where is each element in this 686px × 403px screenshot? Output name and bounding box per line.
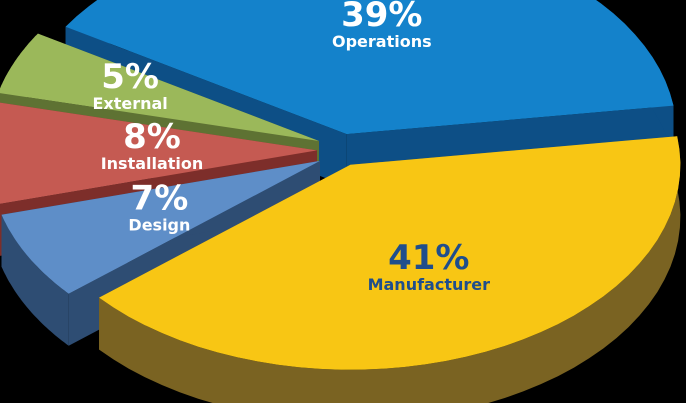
slice-top-face — [0, 33, 319, 142]
slice-percent-label: 5% — [101, 57, 159, 97]
slice-category-label: External — [92, 94, 167, 113]
pie-slice-manufacturer — [99, 136, 681, 403]
slice-category-label: Design — [128, 216, 190, 235]
slice-outer-wall — [1, 214, 69, 346]
slice-category-label: Operations — [332, 32, 432, 51]
slice-top-face — [0, 102, 318, 204]
slice-top-face — [99, 136, 681, 370]
slice-percent-label: 39% — [341, 0, 422, 35]
slice-percent-label: 7% — [131, 179, 189, 219]
slice-category-label: Installation — [101, 154, 204, 173]
slice-percent-label: 8% — [123, 117, 181, 157]
slice-category-label: Manufacturer — [368, 275, 491, 294]
slice-outer-wall — [99, 136, 681, 403]
slice-top-face — [65, 0, 674, 135]
slice-top-face — [1, 160, 321, 294]
slice-percent-label: 41% — [388, 238, 469, 278]
